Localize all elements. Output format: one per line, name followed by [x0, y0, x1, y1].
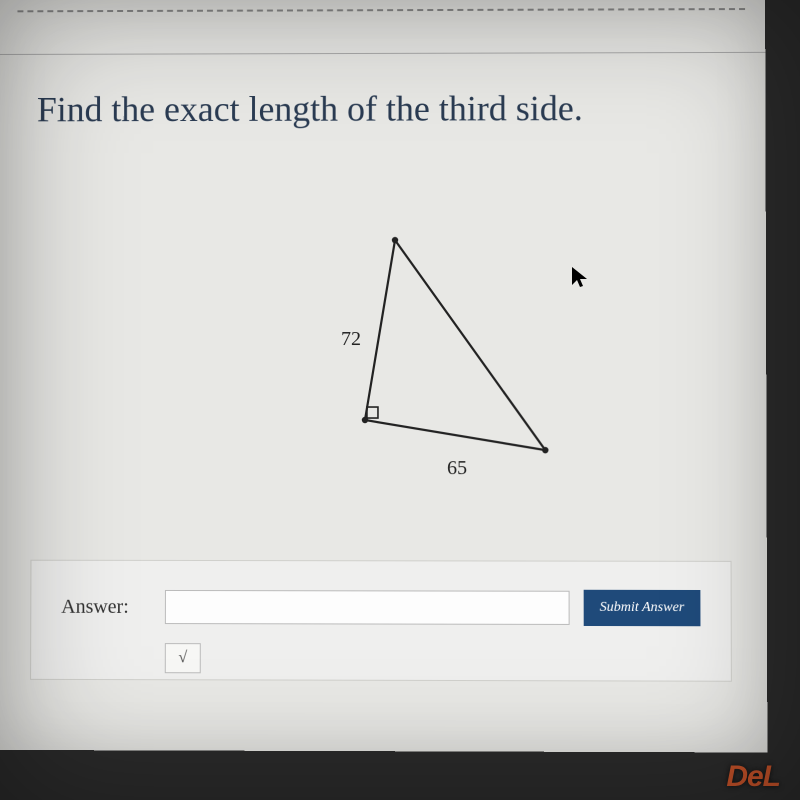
laptop-brand-logo: DeL	[726, 760, 780, 794]
vertex-dot	[542, 447, 548, 453]
mouse-cursor-icon	[570, 265, 590, 291]
question-prompt: Find the exact length of the third side.	[37, 85, 736, 133]
dashed-divider	[17, 8, 745, 12]
answer-input[interactable]	[165, 590, 570, 625]
vertex-dot	[362, 417, 368, 423]
solid-divider	[0, 52, 765, 55]
side-label-bottom: 65	[447, 457, 467, 479]
side-label-left: 72	[341, 328, 361, 350]
answer-label: Answer:	[61, 595, 151, 618]
submit-answer-button[interactable]: Submit Answer	[584, 590, 701, 626]
vertex-dot	[392, 237, 398, 243]
sqrt-symbol-button[interactable]: √	[165, 643, 201, 673]
answer-panel: Answer: Submit Answer √	[30, 560, 732, 682]
worksheet-page: Find the exact length of the third side.…	[0, 0, 767, 752]
triangle-figure: 72 65	[305, 220, 606, 521]
